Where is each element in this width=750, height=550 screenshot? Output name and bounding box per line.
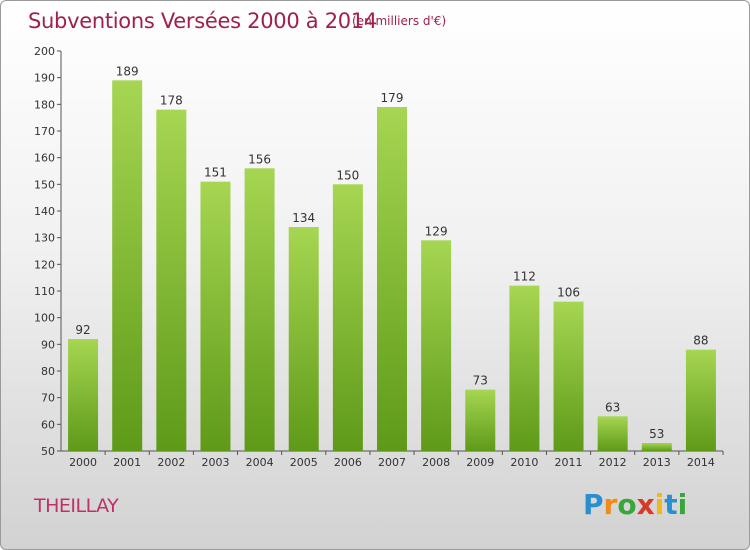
y-tick-label: 60 bbox=[41, 418, 55, 431]
bar bbox=[597, 416, 628, 451]
data-label: 92 bbox=[75, 323, 90, 337]
data-label: 88 bbox=[693, 334, 708, 348]
data-label: 151 bbox=[204, 166, 227, 180]
bar bbox=[421, 240, 452, 451]
bar bbox=[68, 339, 99, 451]
bar bbox=[156, 109, 187, 452]
x-tick-label: 2008 bbox=[422, 456, 450, 469]
data-label: 134 bbox=[292, 211, 315, 225]
y-tick-label: 180 bbox=[34, 98, 55, 111]
data-label: 106 bbox=[557, 286, 580, 300]
y-tick-label: 80 bbox=[41, 365, 55, 378]
place-name: THEILLAY bbox=[34, 495, 119, 517]
y-tick-label: 100 bbox=[34, 312, 55, 325]
data-label: 73 bbox=[473, 374, 488, 388]
y-tick-label: 190 bbox=[34, 72, 55, 85]
y-tick-label: 120 bbox=[34, 258, 55, 271]
x-tick-label: 2010 bbox=[510, 456, 538, 469]
bar bbox=[685, 349, 716, 451]
data-label: 179 bbox=[381, 91, 404, 105]
data-label: 63 bbox=[605, 400, 620, 414]
bar bbox=[465, 389, 496, 451]
x-tick-label: 2000 bbox=[69, 456, 97, 469]
y-tick-label: 90 bbox=[41, 338, 55, 351]
bar bbox=[509, 285, 540, 451]
bar bbox=[332, 184, 363, 452]
bar bbox=[200, 181, 231, 451]
x-tick-label: 2005 bbox=[290, 456, 318, 469]
proxiti-logo: Proxiti bbox=[583, 488, 687, 521]
data-label: 178 bbox=[160, 94, 183, 108]
x-tick-label: 2001 bbox=[113, 456, 141, 469]
logo-letter: i bbox=[654, 488, 665, 521]
logo-letter: x bbox=[636, 488, 655, 521]
logo-letter: P bbox=[583, 488, 604, 521]
bar bbox=[244, 168, 275, 452]
y-tick-label: 50 bbox=[41, 445, 55, 458]
y-tick-label: 140 bbox=[34, 205, 55, 218]
bar bbox=[553, 301, 584, 451]
logo-letter: t bbox=[664, 488, 678, 521]
data-label: 53 bbox=[649, 427, 664, 441]
x-tick-label: 2012 bbox=[599, 456, 627, 469]
data-label: 189 bbox=[116, 64, 139, 78]
y-tick-label: 130 bbox=[34, 232, 55, 245]
chart-title: Subventions Versées 2000 à 2014 bbox=[28, 9, 377, 33]
x-tick-label: 2011 bbox=[555, 456, 583, 469]
y-tick-label: 110 bbox=[34, 285, 55, 298]
data-label: 156 bbox=[248, 152, 271, 166]
y-tick-label: 200 bbox=[34, 45, 55, 58]
x-tick-label: 2007 bbox=[378, 456, 406, 469]
bar bbox=[377, 107, 407, 451]
logo-letter: r bbox=[603, 488, 618, 521]
bar bbox=[641, 443, 672, 451]
y-tick-label: 70 bbox=[41, 392, 55, 405]
bar bbox=[112, 80, 143, 451]
chart-subtitle: (en milliers d'€) bbox=[352, 14, 447, 28]
x-tick-label: 2009 bbox=[466, 456, 494, 469]
x-tick-label: 2002 bbox=[157, 456, 185, 469]
x-tick-label: 2003 bbox=[201, 456, 229, 469]
y-tick-label: 160 bbox=[34, 152, 55, 165]
x-tick-label: 2013 bbox=[643, 456, 671, 469]
y-tick-label: 170 bbox=[34, 125, 55, 138]
bar bbox=[288, 227, 319, 451]
data-label: 150 bbox=[336, 168, 359, 182]
y-tick-label: 150 bbox=[34, 178, 55, 191]
data-label: 129 bbox=[425, 224, 448, 238]
x-tick-label: 2006 bbox=[334, 456, 362, 469]
x-tick-label: 2014 bbox=[687, 456, 715, 469]
logo-letter: i bbox=[677, 488, 688, 521]
x-tick-label: 2004 bbox=[246, 456, 274, 469]
logo-letter: o bbox=[617, 488, 637, 521]
data-label: 112 bbox=[513, 270, 536, 284]
